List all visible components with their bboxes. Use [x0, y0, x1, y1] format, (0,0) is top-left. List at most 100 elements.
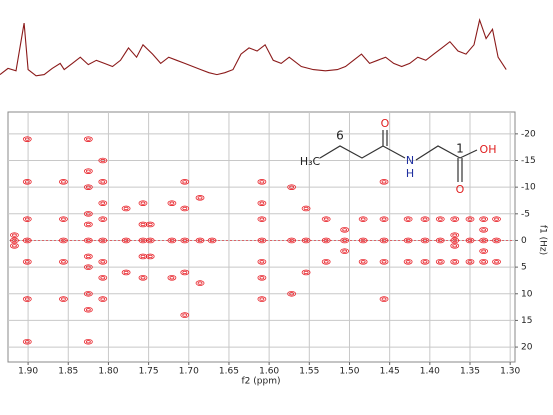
contour-peak [257, 216, 267, 222]
contour-ring [323, 260, 329, 264]
contour-ring [287, 184, 297, 190]
bond [459, 149, 478, 159]
contour-ring [83, 237, 93, 244]
contour-ring [403, 258, 413, 265]
contour-peak [59, 237, 68, 244]
molecule: H₃C 6 O N H 1 OH O [300, 117, 497, 196]
contour-ring [479, 216, 489, 222]
contour-ring [138, 274, 148, 281]
contour-peak [435, 216, 445, 222]
contour-peak [257, 296, 267, 302]
contour-ring [10, 237, 19, 244]
contour-peak [10, 242, 19, 249]
contour-ring [381, 297, 387, 301]
contour-peak [379, 237, 389, 244]
contour-peak [301, 205, 311, 212]
contour-ring [83, 290, 93, 297]
contour-peak [450, 237, 460, 244]
contour-ring [85, 169, 91, 173]
contour-ring [257, 237, 267, 244]
contour-ring [379, 216, 389, 222]
contour-ring [195, 280, 205, 286]
contour-ring [467, 217, 473, 221]
contour-ring [452, 238, 458, 243]
contour-ring [169, 276, 175, 280]
contour-ring [10, 242, 19, 249]
contour-ring [100, 260, 106, 264]
contour-peak [83, 184, 93, 190]
contour-ring [479, 248, 489, 254]
contour-peak [138, 200, 148, 206]
atom-label: O [456, 183, 465, 196]
contour-ring [257, 296, 267, 302]
contour-ring [24, 137, 30, 141]
y-tick-label: 5 [521, 263, 527, 273]
y-tick-label: -20 [521, 129, 536, 139]
contour-peak [83, 221, 93, 228]
contour-ring [467, 238, 473, 243]
contour-peak [22, 296, 32, 302]
contour-ring [287, 290, 297, 297]
contour-peak [479, 216, 489, 222]
y-tick-label: -5 [521, 209, 530, 219]
contour-peak [180, 179, 190, 185]
contour-ring [479, 227, 489, 233]
contour-ring [12, 238, 17, 243]
contour-ring [98, 258, 108, 265]
contour-ring [22, 258, 32, 265]
contour-peak [435, 258, 445, 265]
contour-peak [98, 296, 108, 302]
y-tick-label: -15 [521, 156, 536, 166]
contour-ring [303, 206, 309, 211]
contour-ring [83, 306, 93, 313]
contour-ring [450, 237, 460, 244]
contour-ring [422, 260, 428, 264]
contour-ring [381, 217, 387, 221]
contour-peak [450, 242, 460, 249]
contour-peak [195, 195, 205, 201]
contour-peak [340, 248, 350, 254]
contour-peak [257, 237, 267, 244]
contour-ring [259, 260, 265, 264]
contour-ring [209, 238, 215, 243]
contour-ring [257, 258, 267, 265]
contour-ring [167, 274, 177, 281]
contour-peak [257, 179, 267, 185]
contour-ring [98, 274, 108, 281]
contour-peak [180, 312, 190, 318]
contour-ring [85, 340, 91, 344]
contour-ring [83, 253, 93, 260]
x-tick-label: 1.55 [299, 367, 319, 377]
x-axis-title: f2 (ppm) [242, 377, 281, 387]
contour-ring [59, 258, 68, 265]
contour-peak [465, 237, 475, 244]
contour-ring [98, 216, 108, 222]
contour-ring [85, 265, 91, 269]
contour-peak [379, 216, 389, 222]
y-axis-title: f1 (Hz) [538, 225, 548, 255]
contour-ring [98, 200, 108, 206]
contour-peak [420, 237, 430, 244]
contour-ring [85, 238, 91, 243]
contour-ring [303, 270, 309, 275]
contour-ring [83, 221, 93, 228]
contour-ring [492, 258, 501, 265]
contour-ring [197, 196, 203, 200]
contour-peak [479, 258, 489, 265]
x-tick-label: 1.50 [339, 367, 359, 377]
contour-peak [180, 205, 190, 212]
contour-ring [360, 217, 366, 221]
contour-peak [10, 232, 19, 238]
contour-ring [494, 217, 499, 221]
contour-ring [22, 136, 32, 142]
contour-ring [61, 238, 66, 243]
contour-peak [98, 216, 108, 222]
contour-ring [59, 237, 68, 244]
contour-ring [259, 297, 265, 301]
contour-peak [59, 179, 68, 185]
contour-ring [259, 201, 265, 205]
contour-peak [492, 216, 501, 222]
contour-ring [381, 180, 387, 184]
contour-ring [22, 296, 32, 302]
